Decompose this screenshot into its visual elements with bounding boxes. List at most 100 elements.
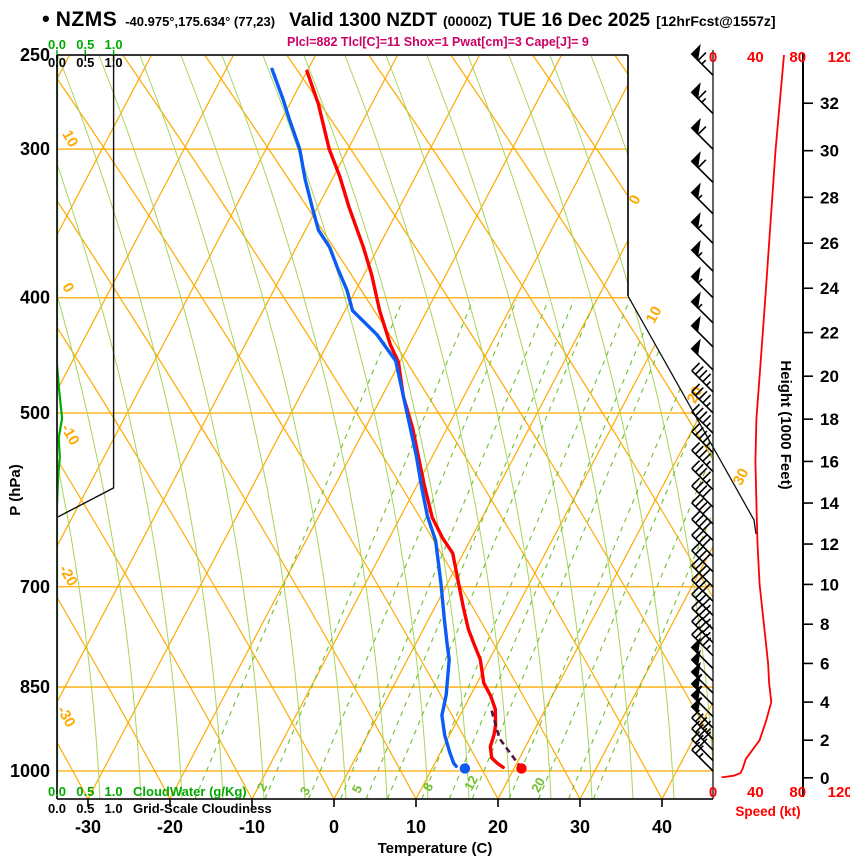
valid-time-utc: (0000Z) bbox=[442, 13, 492, 29]
mixing-ratio-line bbox=[264, 299, 474, 799]
cloudwater-scale-bottom: 0.5 bbox=[76, 784, 94, 799]
mixing-ratio-line bbox=[471, 299, 681, 799]
pressure-tick-label: 850 bbox=[20, 677, 50, 697]
height-tick-label: 6 bbox=[820, 654, 829, 673]
height-tick-label: 4 bbox=[820, 693, 830, 712]
pressure-axis-title: P (hPa) bbox=[7, 464, 24, 515]
cloudwater-scale-title: CloudWater (g/Kg) bbox=[133, 784, 247, 799]
cloudiness-scale-title: Grid-Scale Cloudiness bbox=[133, 801, 272, 816]
moist-adiabat-line bbox=[344, 55, 511, 799]
mixing-ratio-label: 3 bbox=[297, 784, 314, 797]
cloudwater-scale-bottom: 1.0 bbox=[105, 784, 123, 799]
height-tick-label: 18 bbox=[820, 410, 839, 429]
speed-tick-label-bottom: 0 bbox=[709, 784, 717, 801]
dry-adiabat-label: -20 bbox=[55, 562, 81, 589]
stability-parameters: Plcl=882 Tlcl[C]=11 Shox=1 Pwat[cm]=3 Ca… bbox=[287, 35, 589, 49]
height-tick-label: 28 bbox=[820, 188, 839, 207]
moist-adiabat-line bbox=[303, 55, 470, 799]
height-tick-label: 20 bbox=[820, 367, 839, 386]
forecast-tag: [12hrFcst@1557z] bbox=[656, 13, 776, 29]
temperature-tick-label: 20 bbox=[488, 817, 508, 837]
cloudwater-scale-bottom: 0.0 bbox=[48, 784, 66, 799]
dewpoint-curve bbox=[270, 67, 458, 768]
mixing-ratio-line bbox=[365, 299, 575, 799]
cloudiness-scale-bottom: 1.0 bbox=[105, 801, 123, 816]
height-tick-label: 16 bbox=[820, 452, 839, 471]
pressure-tick-label: 250 bbox=[20, 45, 50, 65]
moist-adiabat-line bbox=[57, 55, 101, 799]
speed-tick-label-top: 120 bbox=[828, 49, 850, 66]
moist-adiabat-line bbox=[180, 55, 347, 799]
mixing-ratio-label: 12 bbox=[461, 773, 481, 793]
mixing-ratio-line bbox=[421, 299, 631, 799]
mixing-ratio-line bbox=[508, 299, 713, 799]
speed-tick-label-bottom: 120 bbox=[828, 784, 850, 801]
pressure-tick-label: 1000 bbox=[10, 761, 50, 781]
height-tick-label: 10 bbox=[820, 575, 839, 594]
station-coordinates: -40.975°,175.634° (77,23) bbox=[125, 14, 276, 29]
title-bar: • NZMS -40.975°,175.634° (77,23) Valid 1… bbox=[42, 6, 850, 32]
moist-adiabat-line bbox=[508, 55, 675, 799]
dry-adiabat-line bbox=[57, 55, 171, 799]
temperature-tick-label: 10 bbox=[406, 817, 426, 837]
height-tick-label: 0 bbox=[820, 769, 829, 788]
wind-speed-profile bbox=[721, 54, 785, 779]
height-tick-label: 2 bbox=[820, 731, 829, 750]
surface-temperature-dot bbox=[516, 763, 527, 774]
dry-adiabat-line bbox=[57, 55, 335, 799]
station-name: NZMS bbox=[55, 8, 118, 31]
dry-adiabat-line bbox=[204, 55, 663, 799]
height-tick-label: 14 bbox=[820, 494, 839, 513]
temperature-tick-label: 0 bbox=[329, 817, 339, 837]
mixing-ratio-label: 20 bbox=[528, 775, 548, 795]
surface-dewpoint-dot bbox=[459, 763, 471, 774]
skewt-grid bbox=[0, 55, 713, 799]
dry-adiabat-line bbox=[57, 55, 499, 799]
mixing-ratio-line bbox=[568, 299, 713, 799]
dry-adiabat-label: 0 bbox=[58, 280, 77, 296]
moist-adiabat-line bbox=[139, 55, 306, 799]
speed-axis-title: Speed (kt) bbox=[735, 804, 800, 819]
moist-adiabat-line bbox=[467, 55, 634, 799]
isotherm-line bbox=[57, 55, 153, 799]
temperature-tick-label: -10 bbox=[239, 817, 265, 837]
height-tick-label: 8 bbox=[820, 615, 829, 634]
temperature-tick-label: -30 bbox=[75, 817, 101, 837]
pressure-tick-label: 700 bbox=[20, 577, 50, 597]
dry-adiabat-label: 10 bbox=[58, 127, 81, 150]
parcel-path bbox=[489, 708, 523, 770]
grid-scale-cloudiness-profile bbox=[57, 55, 115, 787]
isotherm-label: 10 bbox=[643, 304, 666, 327]
dry-adiabat-line bbox=[0, 55, 6, 799]
speed-tick-label-bottom: 40 bbox=[747, 784, 764, 801]
mixing-ratio-line bbox=[386, 299, 596, 799]
mixing-ratio-label: 5 bbox=[349, 782, 366, 795]
cloudwater-scale-top: 0.0 bbox=[48, 37, 66, 52]
cloudiness-scale-top: 0.0 bbox=[48, 55, 66, 70]
pressure-tick-label: 500 bbox=[20, 403, 50, 423]
cloudiness-scale-top: 1.0 bbox=[105, 55, 123, 70]
pressure-tick-label: 400 bbox=[20, 288, 50, 308]
mixing-ratio-line bbox=[194, 299, 404, 799]
valid-date: TUE 16 Dec 2025 bbox=[497, 10, 651, 31]
cloudwater-scale-top: 1.0 bbox=[105, 37, 123, 52]
dry-adiabat-line bbox=[57, 55, 417, 799]
cloudiness-scale-bottom: 0.0 bbox=[48, 801, 66, 816]
dry-adiabat-line bbox=[286, 55, 713, 799]
height-tick-label: 30 bbox=[820, 142, 839, 161]
isotherm-line bbox=[57, 55, 235, 799]
moist-adiabat-line bbox=[57, 55, 183, 799]
mixing-ratio-label: 8 bbox=[420, 780, 437, 793]
isotherm-label: 30 bbox=[730, 466, 753, 489]
height-tick-label: 26 bbox=[820, 234, 839, 253]
temperature-tick-label: 30 bbox=[570, 817, 590, 837]
mixing-ratio-line bbox=[592, 299, 713, 799]
speed-tick-label-top: 80 bbox=[789, 49, 806, 66]
temperature-tick-label: 40 bbox=[652, 817, 672, 837]
frame-cut-diagonal bbox=[627, 295, 757, 535]
wind-barbs bbox=[690, 43, 714, 772]
speed-tick-label-top: 0 bbox=[709, 49, 717, 66]
speed-tick-label-bottom: 80 bbox=[789, 784, 806, 801]
